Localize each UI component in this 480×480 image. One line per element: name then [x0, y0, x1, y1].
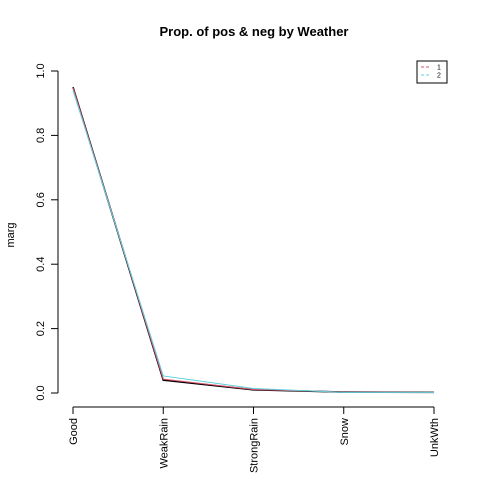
y-tick-label: 0.2: [35, 321, 47, 336]
legend-label: 2: [437, 73, 441, 80]
x-tick-label: WeakRain: [158, 418, 170, 469]
y-axis-label: marg: [5, 222, 17, 247]
series-line-3: [72, 90, 434, 393]
legend-box: [416, 60, 448, 84]
y-axis: 0.0 0.2 0.4 0.6 0.8 1.0: [35, 63, 59, 401]
y-tick-label: 1.0: [35, 63, 47, 78]
x-tick-label: Snow: [339, 418, 351, 446]
series-line-1: [72, 86, 435, 394]
chart-title: Prop. of pos & neg by Weather: [159, 24, 348, 39]
x-tick-label: UnkWth: [429, 418, 441, 457]
x-axis: Good WeakRain StrongRain Snow UnkWth: [68, 406, 441, 473]
x-tick-label: StrongRain: [249, 418, 261, 473]
y-tick-label: 0.0: [35, 385, 47, 400]
legend: 12: [416, 60, 448, 84]
x-tick-label: Good: [68, 418, 80, 445]
series-line-2: [72, 87, 435, 393]
y-tick-label: 0.8: [35, 128, 47, 143]
y-tick-label: 0.4: [35, 257, 47, 272]
y-tick-label: 0.6: [35, 192, 47, 207]
legend-label: 1: [437, 65, 441, 72]
series-lines: [72, 86, 435, 394]
